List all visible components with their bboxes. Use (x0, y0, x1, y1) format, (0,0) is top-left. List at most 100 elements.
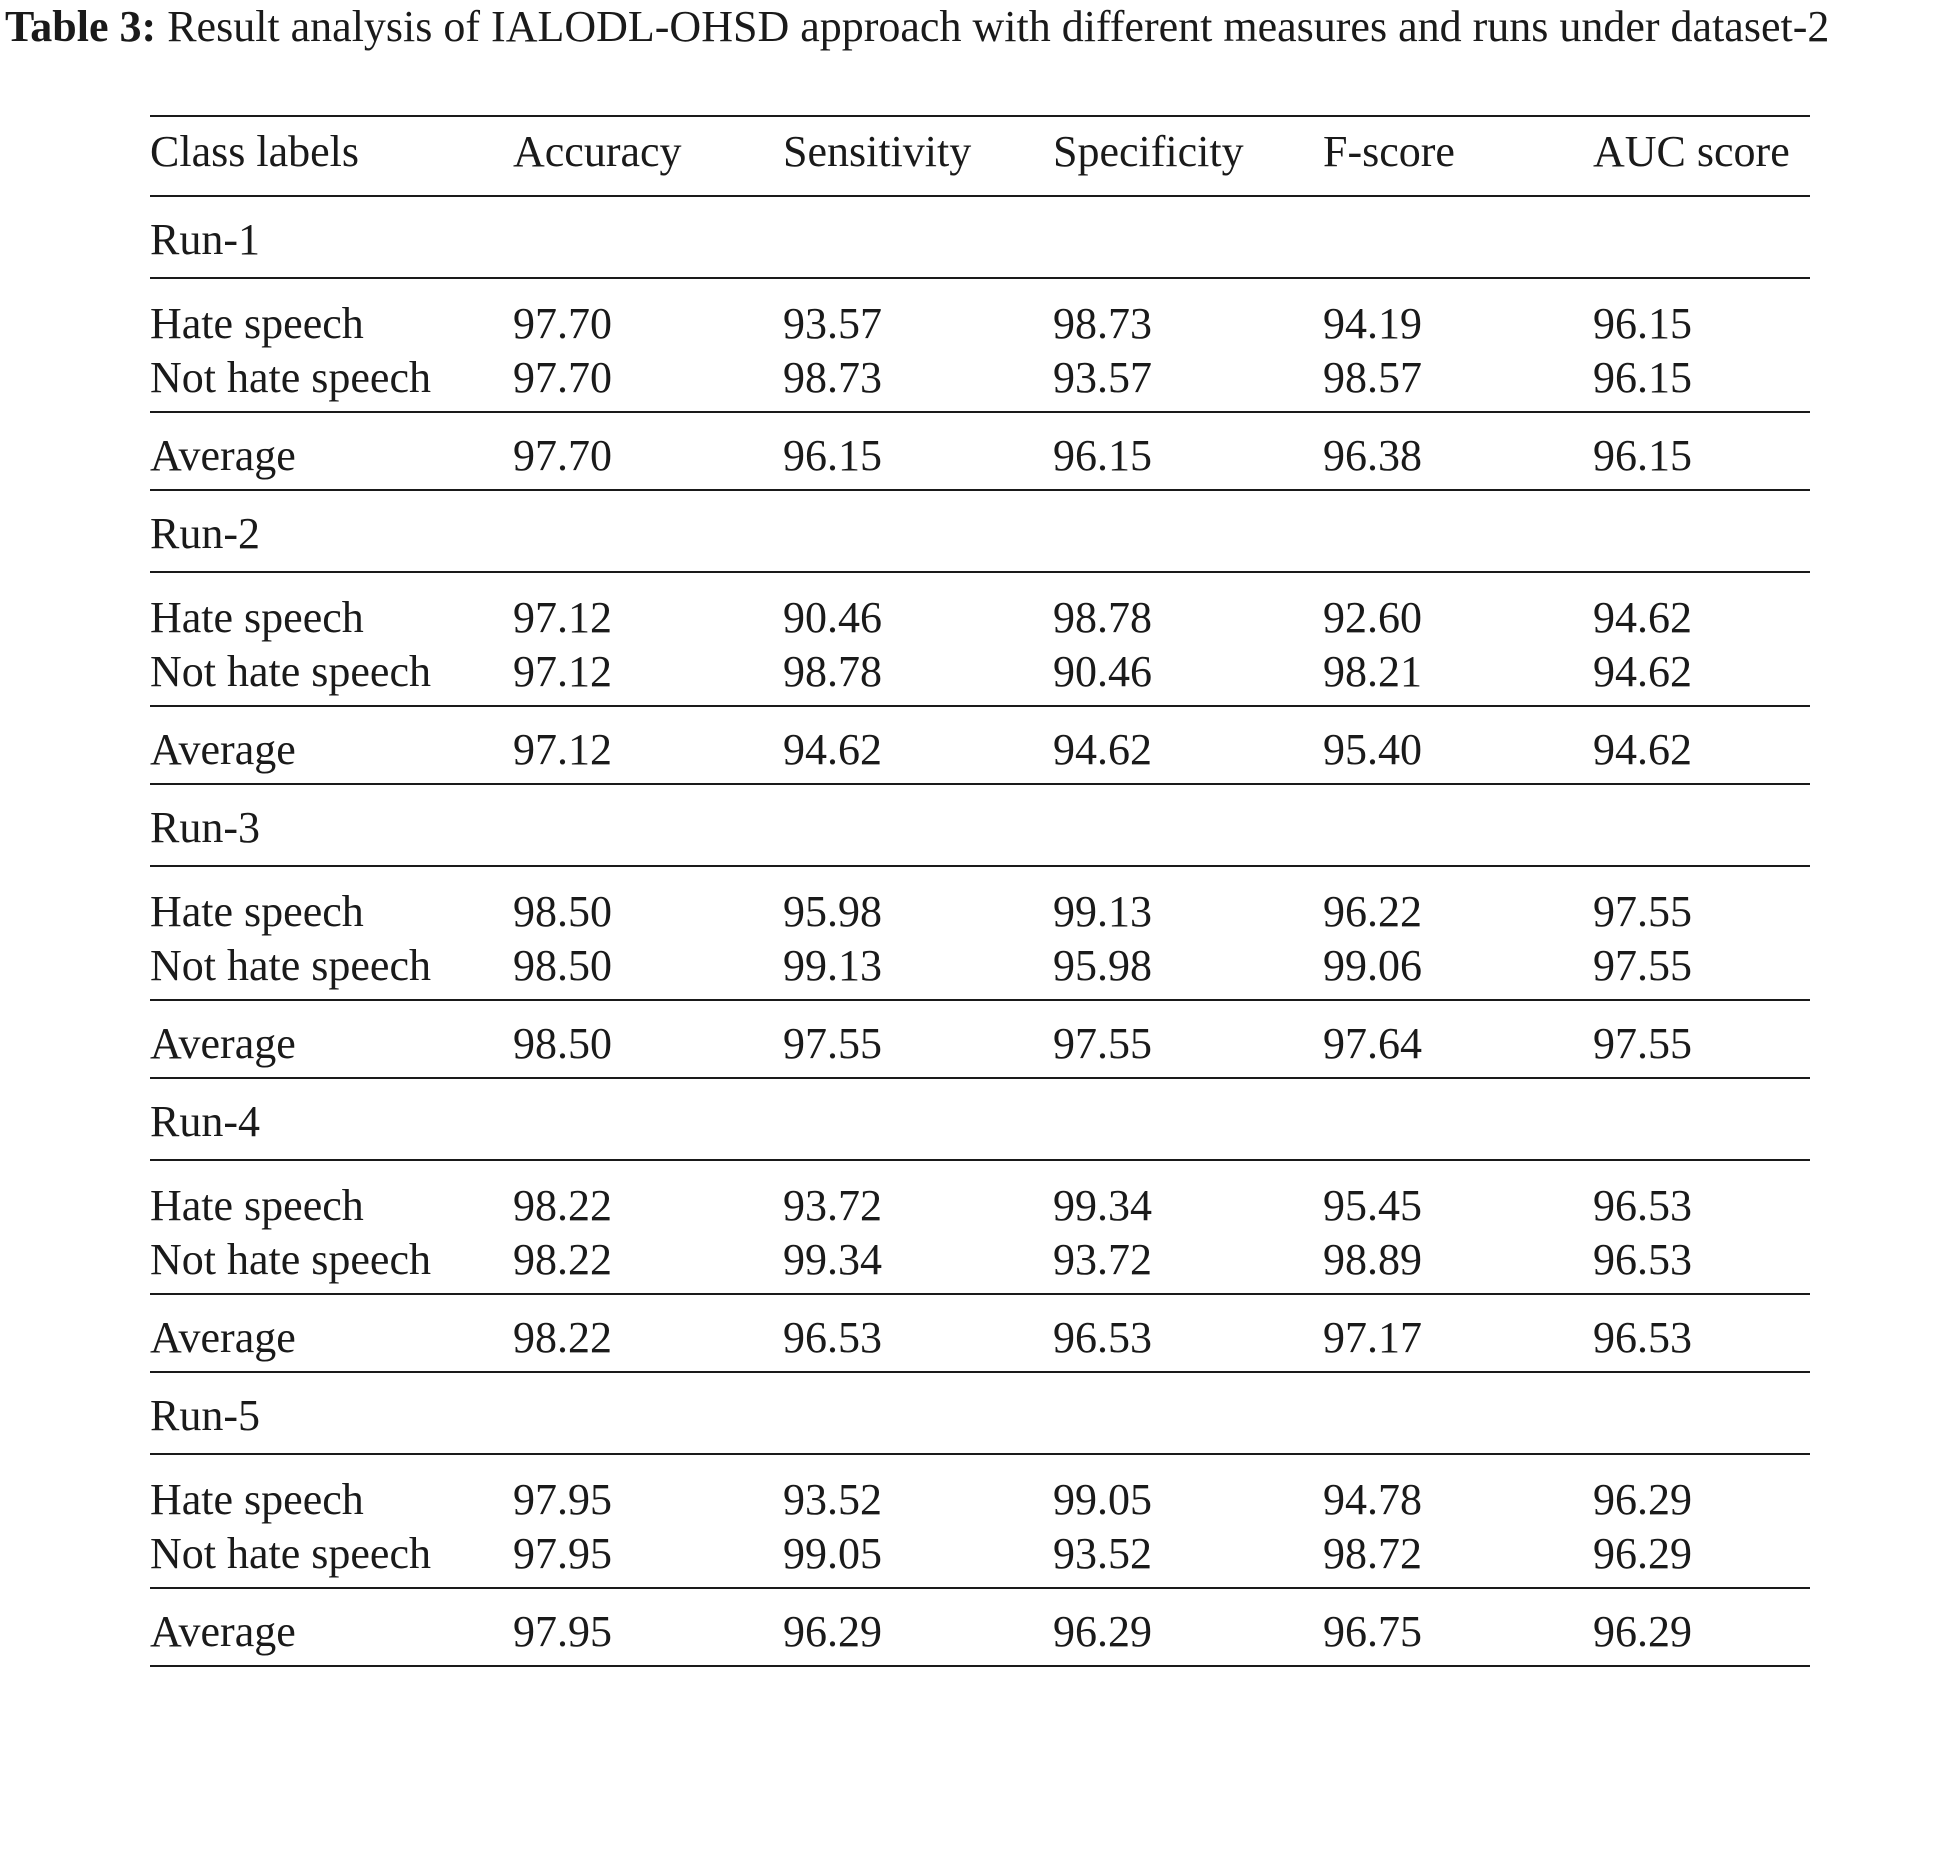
table-row: Hate speech 97.95 93.52 99.05 94.78 96.29 (150, 1454, 1810, 1527)
header-row: Class labels Accuracy Sensitivity Specif… (150, 116, 1810, 196)
value-cell: 98.50 (513, 887, 612, 936)
value-cell: 90.46 (783, 593, 882, 642)
table-row: Not hate speech 98.50 99.13 95.98 99.06 97.55 (150, 939, 1810, 1000)
value-cell: 96.53 (1593, 1235, 1692, 1284)
header-sensitivity: Sensitivity (783, 127, 972, 176)
class-label-cell: Hate speech (150, 1181, 364, 1230)
caption-label: Table 3: (5, 2, 157, 51)
class-label-cell: Not hate speech (150, 647, 431, 696)
header-specificity: Specificity (1053, 127, 1244, 176)
header-class-labels: Class labels (150, 127, 359, 176)
run-header-row: Run-4 (150, 1078, 1810, 1160)
value-cell: 98.73 (1053, 299, 1152, 348)
value-cell: 98.72 (1323, 1529, 1422, 1578)
run-header-row: Run-5 (150, 1372, 1810, 1454)
value-cell: 94.78 (1323, 1475, 1422, 1524)
value-cell: 98.21 (1323, 647, 1422, 696)
average-value-cell: 97.17 (1323, 1313, 1422, 1362)
run-label: Run-4 (150, 1097, 260, 1146)
value-cell: 97.70 (513, 299, 612, 348)
table-row: Hate speech 97.12 90.46 98.78 92.60 94.62 (150, 572, 1810, 645)
value-cell: 93.57 (783, 299, 882, 348)
results-table-container: Class labels Accuracy Sensitivity Specif… (150, 115, 1810, 1667)
average-value-cell: 98.22 (513, 1313, 612, 1362)
header-f-score: F-score (1323, 127, 1455, 176)
run-label: Run-1 (150, 215, 260, 264)
average-label-cell: Average (150, 1607, 296, 1656)
value-cell: 99.13 (1053, 887, 1152, 936)
average-value-cell: 96.53 (1053, 1313, 1152, 1362)
class-label-cell: Not hate speech (150, 353, 431, 402)
average-value-cell: 97.70 (513, 431, 612, 480)
average-value-cell: 96.29 (783, 1607, 882, 1656)
value-cell: 98.78 (1053, 593, 1152, 642)
average-value-cell: 94.62 (783, 725, 882, 774)
value-cell: 96.22 (1323, 887, 1422, 936)
value-cell: 99.34 (783, 1235, 882, 1284)
average-value-cell: 98.50 (513, 1019, 612, 1068)
run-label: Run-5 (150, 1391, 260, 1440)
average-value-cell: 97.55 (1593, 1019, 1692, 1068)
value-cell: 95.45 (1323, 1181, 1422, 1230)
value-cell: 93.72 (1053, 1235, 1152, 1284)
value-cell: 96.53 (1593, 1181, 1692, 1230)
value-cell: 97.12 (513, 647, 612, 696)
average-value-cell: 97.95 (513, 1607, 612, 1656)
average-value-cell: 96.29 (1593, 1607, 1692, 1656)
value-cell: 97.55 (1593, 887, 1692, 936)
average-value-cell: 97.55 (1053, 1019, 1152, 1068)
results-table: Class labels Accuracy Sensitivity Specif… (150, 115, 1810, 1667)
class-label-cell: Hate speech (150, 887, 364, 936)
average-value-cell: 97.12 (513, 725, 612, 774)
caption-text: Result analysis of IALODL-OHSD approach … (167, 2, 1830, 51)
class-label-cell: Not hate speech (150, 1235, 431, 1284)
value-cell: 98.50 (513, 941, 612, 990)
table-row: Not hate speech 97.95 99.05 93.52 98.72 96.29 (150, 1527, 1810, 1588)
average-row: Average 97.95 96.29 96.29 96.75 96.29 (150, 1588, 1810, 1666)
average-value-cell: 95.40 (1323, 725, 1422, 774)
class-label-cell: Hate speech (150, 593, 364, 642)
average-value-cell: 96.29 (1053, 1607, 1152, 1656)
value-cell: 97.95 (513, 1529, 612, 1578)
class-label-cell: Hate speech (150, 1475, 364, 1524)
value-cell: 98.89 (1323, 1235, 1422, 1284)
average-value-cell: 96.15 (783, 431, 882, 480)
average-row: Average 98.22 96.53 96.53 97.17 96.53 (150, 1294, 1810, 1372)
value-cell: 97.55 (1593, 941, 1692, 990)
average-value-cell: 94.62 (1593, 725, 1692, 774)
value-cell: 94.19 (1323, 299, 1422, 348)
run-label: Run-3 (150, 803, 260, 852)
average-label-cell: Average (150, 725, 296, 774)
average-label-cell: Average (150, 1313, 296, 1362)
average-value-cell: 96.38 (1323, 431, 1422, 480)
header-auc-score: AUC score (1593, 127, 1790, 176)
header-accuracy: Accuracy (513, 127, 682, 176)
average-value-cell: 96.53 (1593, 1313, 1692, 1362)
average-row: Average 97.70 96.15 96.15 96.38 96.15 (150, 412, 1810, 490)
run-header-row: Run-3 (150, 784, 1810, 866)
value-cell: 97.95 (513, 1475, 612, 1524)
average-value-cell: 96.15 (1053, 431, 1152, 480)
table-caption: Table 3: Result analysis of IALODL-OHSD … (5, 0, 1930, 54)
value-cell: 96.15 (1593, 353, 1692, 402)
value-cell: 99.05 (783, 1529, 882, 1578)
value-cell: 96.15 (1593, 299, 1692, 348)
average-label-cell: Average (150, 1019, 296, 1068)
value-cell: 99.13 (783, 941, 882, 990)
average-value-cell: 97.55 (783, 1019, 882, 1068)
average-row: Average 97.12 94.62 94.62 95.40 94.62 (150, 706, 1810, 784)
average-value-cell: 94.62 (1053, 725, 1152, 774)
average-value-cell: 96.15 (1593, 431, 1692, 480)
value-cell: 93.57 (1053, 353, 1152, 402)
value-cell: 98.73 (783, 353, 882, 402)
run-label: Run-2 (150, 509, 260, 558)
value-cell: 99.34 (1053, 1181, 1152, 1230)
value-cell: 99.05 (1053, 1475, 1152, 1524)
value-cell: 97.70 (513, 353, 612, 402)
value-cell: 93.72 (783, 1181, 882, 1230)
table-row: Hate speech 97.70 93.57 98.73 94.19 96.15 (150, 278, 1810, 351)
average-row: Average 98.50 97.55 97.55 97.64 97.55 (150, 1000, 1810, 1078)
value-cell: 95.98 (1053, 941, 1152, 990)
class-label-cell: Not hate speech (150, 941, 431, 990)
run-header-row: Run-2 (150, 490, 1810, 572)
